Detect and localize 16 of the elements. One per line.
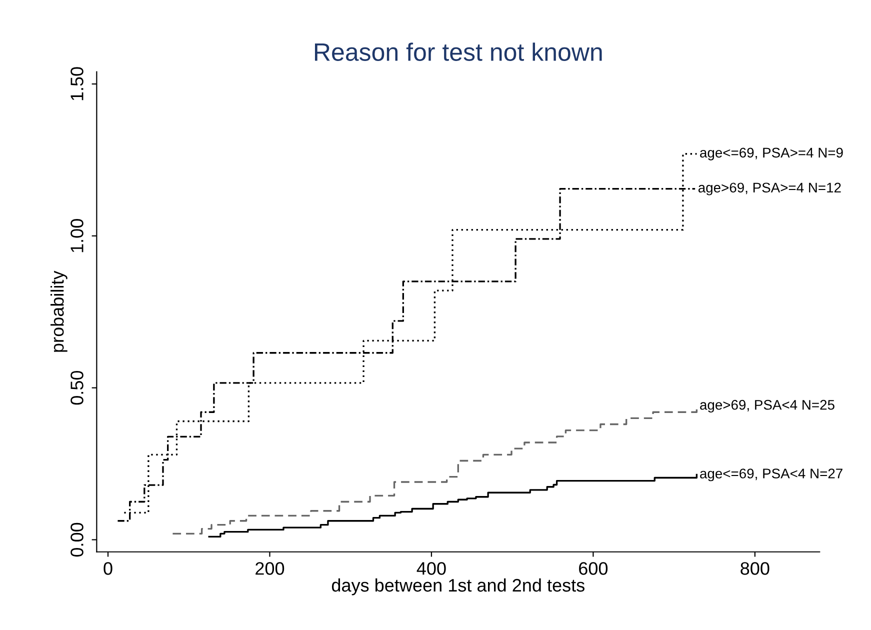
x-tick-label: 0 (104, 562, 112, 575)
y-axis-title: probability (50, 270, 68, 352)
chart-title: Reason for test not known (314, 42, 602, 61)
y-tick-label: 0.00 (70, 522, 84, 557)
x-tick-label: 200 (256, 562, 284, 575)
x-tick-label: 400 (416, 562, 446, 575)
y-tick-label: 1.00 (70, 219, 84, 252)
series-label: age<=69, PSA<4 N=27 (700, 468, 842, 482)
series-label: age>69, PSA>=4 N=12 (698, 182, 841, 196)
series-label: age<=69, PSA>=4 N=9 (700, 148, 843, 160)
x-tick-label: 800 (740, 562, 770, 575)
y-tick-label: 1.50 (70, 67, 84, 100)
series-label: age>69, PSA<4 N=25 (700, 400, 834, 413)
x-axis-title: days between 1st and 2nd tests (332, 578, 584, 596)
x-tick-label: 600 (579, 562, 608, 575)
y-tick-label: 0.50 (70, 370, 84, 405)
